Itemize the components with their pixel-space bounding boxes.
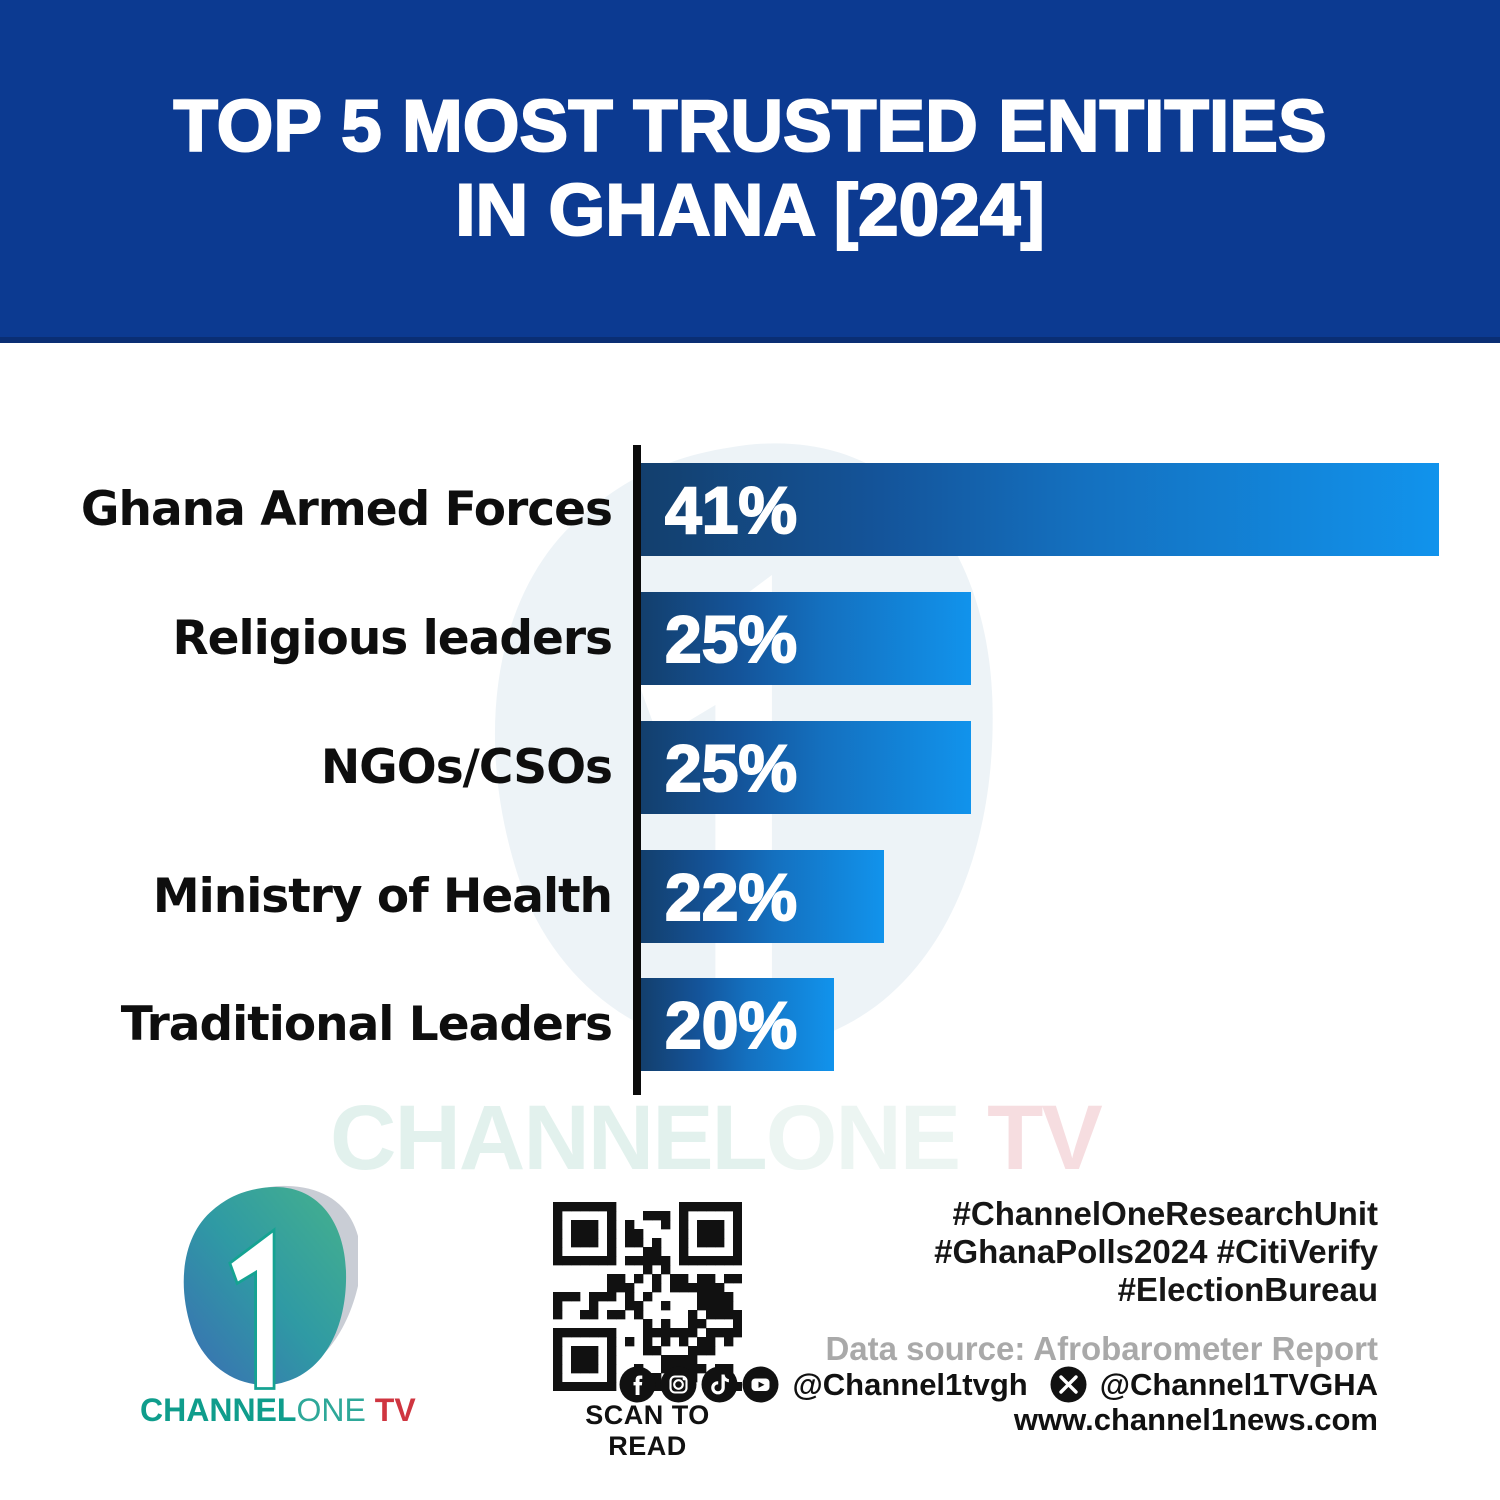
wordmark-tv: TV [374, 1392, 416, 1428]
chart-row: Ministry of Health 22% [0, 850, 1500, 943]
instagram-icon [660, 1366, 697, 1403]
watermark-channel: CHANNEL [330, 1087, 768, 1189]
data-source: Data source: Afrobarometer Report [825, 1330, 1378, 1367]
qr-code [553, 1202, 742, 1391]
watermark-text: CHANNEL ONE TV [330, 1086, 1103, 1191]
category-label: Ghana Armed Forces [80, 482, 613, 537]
value-label: 41% [664, 472, 798, 548]
chart-row: Religious leaders 25% [0, 592, 1500, 685]
chart-row: NGOs/CSOs 25% [0, 721, 1500, 814]
bar: 22% [641, 850, 884, 943]
channel-one-wordmark: CHANNEL ONE TV [140, 1392, 440, 1429]
value-label: 25% [664, 601, 798, 677]
social-row: @Channel1tvgh @Channel1TVGHA [619, 1366, 1378, 1403]
category-label: Ministry of Health [152, 869, 613, 924]
channel-one-logo-icon [169, 1182, 358, 1394]
watermark-one: ONE [765, 1087, 961, 1189]
social-handle-1: @Channel1tvgh [792, 1366, 1028, 1402]
social-handle-2: @Channel1TVGHA [1099, 1366, 1378, 1402]
category-label: Religious leaders [172, 611, 613, 666]
value-label: 20% [664, 987, 798, 1063]
bar: 20% [641, 978, 834, 1071]
hashtag-line1: #ChannelOneResearchUnit [952, 1195, 1378, 1232]
chart-row: Traditional Leaders 20% [0, 978, 1500, 1071]
hashtag-line3: #ElectionBureau [1117, 1271, 1378, 1308]
watermark-tv: TV [987, 1087, 1103, 1189]
category-label: NGOs/CSOs [320, 740, 613, 795]
hashtag-block: #ChannelOneResearchUnit #GhanaPolls2024 … [934, 1195, 1378, 1309]
tiktok-icon [701, 1366, 738, 1403]
hashtag-line2: #GhanaPolls2024 #CitiVerify [934, 1233, 1378, 1270]
bar: 25% [641, 592, 971, 685]
wordmark-channel: CHANNEL [140, 1392, 297, 1428]
value-label: 22% [664, 859, 798, 935]
youtube-icon [742, 1366, 779, 1403]
header-banner: TOP 5 MOST TRUSTED ENTITIES IN GHANA [20… [0, 0, 1500, 343]
page-title-line2: IN GHANA [2024] [454, 169, 1046, 252]
x-icon [1050, 1366, 1087, 1403]
value-label: 25% [664, 730, 798, 806]
facebook-icon [619, 1366, 656, 1403]
chart-row: Ghana Armed Forces 41% [0, 463, 1500, 556]
category-label: Traditional Leaders [120, 997, 613, 1052]
wordmark-one: ONE [296, 1392, 366, 1428]
website-url: www.channel1news.com [1013, 1402, 1378, 1437]
page-title-line1: TOP 5 MOST TRUSTED ENTITIES [172, 85, 1327, 168]
qr-caption: SCAN TO READ [585, 1400, 710, 1461]
bar: 41% [641, 463, 1439, 556]
chart-axis [633, 445, 641, 1095]
bar: 25% [641, 721, 971, 814]
